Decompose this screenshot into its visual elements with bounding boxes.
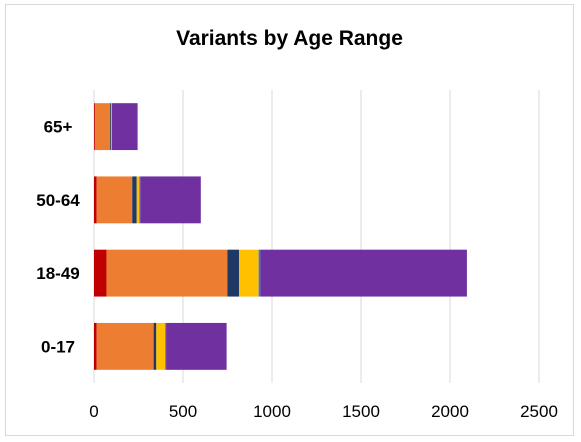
category-label-65+: 65+: [44, 118, 73, 137]
x-tick-label: 500: [169, 402, 197, 421]
category-label-0-17: 0-17: [41, 337, 75, 356]
x-tick-label: 1500: [342, 402, 380, 421]
bar-segment-65+-s3: [110, 103, 111, 151]
bar-segment-18-49-s6: [260, 249, 467, 297]
bar-segment-65+-s4: [110, 103, 112, 151]
bar-segment-50-64-s1: [94, 176, 97, 224]
category-labels: 0-17 18-49 50-64 65+: [36, 118, 80, 357]
bar-segment-50-64-s3: [132, 176, 137, 224]
bar-segment-0-17-s2: [96, 322, 154, 370]
bar-segment-50-64-s5: [139, 176, 141, 224]
bar-segment-0-17-s1: [94, 322, 97, 370]
chart-title: Variants by Age Range: [176, 27, 403, 50]
bar-segment-18-49-s3: [227, 249, 240, 297]
bar-segment-0-17-s6: [166, 322, 227, 370]
bars: [94, 103, 467, 370]
bar-segment-50-64-s4: [136, 176, 140, 224]
x-tick-label: 1000: [253, 402, 291, 421]
bar-segment-0-17-s4: [156, 322, 166, 370]
category-label-18-49: 18-49: [36, 264, 79, 283]
bar-segment-18-49-s5: [258, 249, 261, 297]
bar-segment-18-49-s1: [94, 249, 107, 297]
bar-segment-65+-s6: [111, 103, 138, 151]
bar-segment-65+-s2: [94, 103, 111, 151]
bar-segment-0-17-s3: [153, 322, 157, 370]
x-tick-labels: 0 500 1000 1500 2000 2500: [89, 402, 558, 421]
x-tick-label: 2000: [431, 402, 469, 421]
bar-segment-0-17-s5: [165, 322, 167, 370]
bar-segment-50-64-s2: [96, 176, 133, 224]
bar-segment-65+-s1: [94, 103, 95, 151]
x-tick-label: 2500: [520, 402, 558, 421]
x-tick-label: 0: [89, 402, 98, 421]
bar-segment-18-49-s4: [239, 249, 259, 297]
category-label-50-64: 50-64: [36, 191, 80, 210]
bar-segment-18-49-s2: [106, 249, 228, 297]
bar-segment-50-64-s6: [140, 176, 201, 224]
